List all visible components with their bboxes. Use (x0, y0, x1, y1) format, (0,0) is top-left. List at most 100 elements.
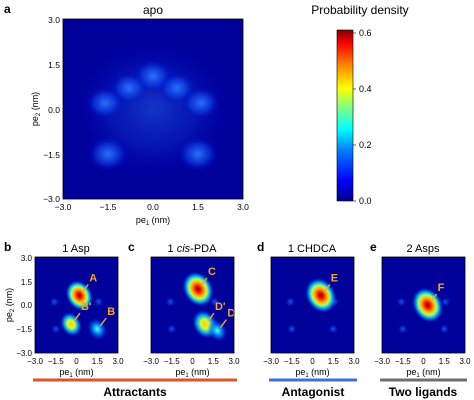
label-arrow (219, 319, 227, 329)
panel-a-xtick: −1.5 (100, 202, 117, 212)
small-xlabel: pe1 (nm) (175, 367, 209, 379)
background-blob (397, 324, 408, 334)
small-xtick: −1.5 (284, 357, 300, 366)
small-ytick: 0.0 (21, 301, 33, 310)
panel-c-title: 1 cis-PDA (168, 243, 218, 255)
small-xtick: −1.5 (164, 357, 180, 366)
small-xtick: 0 (421, 357, 426, 366)
small-xtick: 1.5 (92, 357, 104, 366)
panel-c-frame (150, 256, 235, 354)
heatmap-blob (86, 86, 124, 120)
small-xtick: −1.5 (395, 357, 411, 366)
panel-d-frame (270, 256, 355, 354)
panel-letter-b: b (4, 240, 11, 254)
small-ytick: −3.0 (16, 349, 32, 358)
small-xtick: 0 (190, 357, 195, 366)
background-blob (93, 296, 104, 307)
blob-label: B' (81, 301, 92, 313)
panel-a-xticks: −3.0 −1.5 0.0 1.5 3.0 (55, 202, 250, 212)
panel-a-xtick: −3.0 (55, 202, 72, 212)
label-arrow (207, 312, 215, 322)
colorbar-tick: 0.4 (359, 84, 372, 94)
panel-d-title: 1 CHDCA (288, 243, 337, 255)
panel-e-blobs: F (396, 282, 451, 334)
small-xtick: 3.0 (348, 357, 360, 366)
heatmap-blob (87, 136, 129, 172)
small-xtick: 3.0 (112, 357, 124, 366)
small-yticks: 3.0 1.5 0.0 −1.5 −3.0 (16, 254, 32, 358)
label-arrow (323, 283, 331, 293)
panel-a-ytick: 1.5 (48, 60, 60, 70)
label-arrow (430, 293, 438, 303)
blob-label: E (331, 272, 338, 284)
panel-e-frame (381, 256, 466, 354)
small-xtick: −3.0 (374, 357, 390, 366)
panel-a-xtick: 1.5 (192, 202, 204, 212)
small-xtick: −1.5 (48, 357, 64, 366)
background-blob (209, 296, 220, 307)
small-xtick: 0 (74, 357, 79, 366)
small-ytick: 1.5 (21, 278, 33, 287)
small-xtick: 1.5 (328, 357, 340, 366)
panel-a-yticks: 3.0 1.5 0.0 −1.5 −3.0 (43, 15, 60, 204)
panel-a-frame (62, 18, 244, 200)
small-xtick: 1.5 (439, 357, 451, 366)
label-arrow (99, 317, 107, 327)
heatmap-blob (182, 86, 220, 120)
colorbar (336, 29, 354, 202)
panel-a-blobs (73, 39, 233, 179)
small-ytick: 3.0 (21, 254, 33, 263)
panel-letter-d: d (257, 240, 264, 254)
panel-a-ytick: −1.5 (43, 150, 60, 160)
panel-a-ylabel: pe2 (nm) (30, 92, 42, 126)
group-label-attractants: Attractants (103, 385, 167, 399)
blob-label: D (227, 308, 235, 320)
small-xlabel: pe1 (nm) (295, 367, 329, 379)
background-blob (328, 324, 339, 334)
blob-label: F (438, 282, 445, 294)
background-blob (165, 296, 176, 307)
small-ytick: −1.5 (16, 325, 32, 334)
small-xtick: 3.0 (228, 357, 240, 366)
small-xtick: 3.0 (459, 357, 471, 366)
label-arrow (81, 283, 89, 293)
panel-a-xlabel: pe1 (nm) (136, 215, 170, 227)
panel-letter-e: e (370, 240, 377, 254)
background-blob (286, 324, 297, 334)
heatmap-blob (177, 136, 219, 172)
label-arrow (73, 312, 81, 322)
colorbar-tick: 0.0 (359, 196, 372, 206)
small-xtick: 0 (310, 357, 315, 366)
panel-letter-c: c (128, 240, 135, 254)
background-blob (50, 324, 61, 334)
small-xtick: −3.0 (27, 357, 43, 366)
background-blob (166, 324, 177, 334)
panel-letter-a: a (4, 2, 11, 16)
panel-a-ytick: 0.0 (48, 105, 60, 115)
small-ylabel: pe2 (nm) (4, 288, 16, 322)
blob-label: D' (215, 301, 226, 313)
colorbar-tick: 0.2 (359, 140, 372, 150)
panel-c-blobs: C D'D (165, 266, 235, 342)
blob-label: A (89, 272, 97, 284)
background-blob (440, 296, 451, 307)
small-xlabel: pe1 (nm) (406, 367, 440, 379)
panel-a-ytick: 3.0 (48, 15, 60, 25)
panel-a-xtick: 3.0 (237, 202, 249, 212)
background-blob (49, 296, 60, 307)
background-blob (285, 296, 296, 307)
panel-d-blobs: E (285, 272, 340, 334)
group-label-two-ligands: Two ligands (389, 385, 458, 399)
small-xtick: −3.0 (263, 357, 279, 366)
group-label-antagonist: Antagonist (282, 385, 345, 399)
small-xtick: −3.0 (143, 357, 159, 366)
blob-label: C (208, 266, 216, 278)
panel-a-title: apo (143, 3, 163, 17)
panel-a-xtick: 0.0 (147, 202, 159, 212)
small-xtick: 1.5 (208, 357, 220, 366)
colorbar-tick: 0.6 (359, 28, 372, 38)
panel-b-blobs: A B' B (49, 272, 115, 341)
background-blob (396, 296, 407, 307)
small-xticks: −3.0 −1.5 0 1.5 3.0 pe1 (nm) −3.0 −1.5 0 1.5 3.0 pe… (27, 357, 471, 379)
